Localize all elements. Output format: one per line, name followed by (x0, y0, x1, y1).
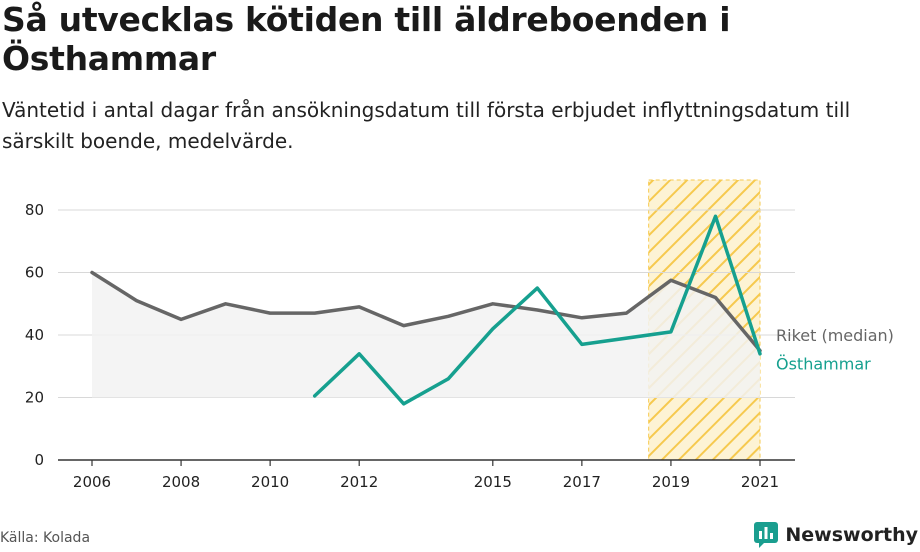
y-tick-label: 80 (25, 201, 44, 219)
source-note: Källa: Kolada (0, 530, 91, 546)
x-tick-label: 2012 (340, 473, 378, 490)
x-tick-label: 2010 (251, 473, 289, 490)
series-line-osthammar (312, 214, 762, 406)
brand-logo: Newsworthy (753, 521, 918, 549)
x-tick-label: 2021 (741, 473, 779, 490)
series-label-osthammar: Östhammar (776, 354, 871, 373)
x-tick-label: 2015 (474, 473, 512, 490)
y-tick-label: 0 (34, 451, 44, 469)
y-tick-label: 60 (25, 264, 44, 282)
series-area-riket (92, 272, 760, 398)
y-tick-label: 20 (25, 389, 44, 407)
line-chart: 0 20 40 60 80 2006 2008 2010 2012 2015 2017 2019 202… (25, 179, 894, 490)
chart-subtitle: Väntetid i antal dagar från ansökningsda… (2, 98, 851, 153)
series-label-riket: Riket (median) (776, 326, 894, 345)
chart-title: Så utvecklas kötiden till äldreboenden i… (2, 0, 731, 78)
x-tick-label: 2006 (73, 473, 111, 490)
brand-name: Newsworthy (785, 524, 918, 546)
y-tick-label: 40 (25, 326, 44, 344)
x-tick-label: 2017 (563, 473, 601, 490)
x-tick-label: 2019 (652, 473, 690, 490)
x-tick-label: 2008 (162, 473, 200, 490)
newsworthy-logo-icon (754, 522, 779, 548)
series-line-riket (90, 270, 762, 353)
